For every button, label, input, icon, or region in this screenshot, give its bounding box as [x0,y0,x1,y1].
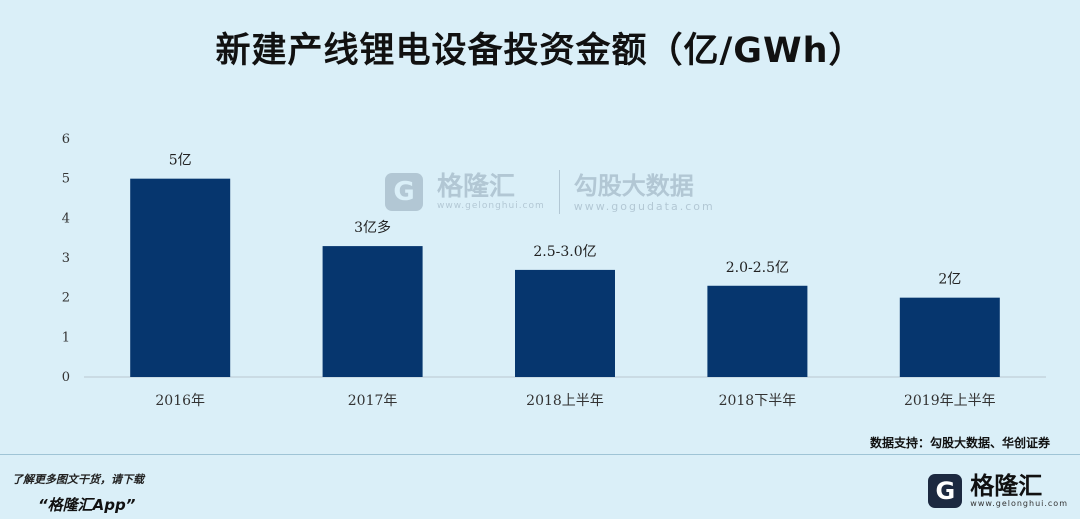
source-note: 数据支持：勾股大数据、华创证券 [869,436,1050,450]
footer-note-line1: 了解更多图文干货，请下载 [12,473,144,486]
footer-divider [0,454,1080,455]
watermark-brand2: 勾股大数据 [573,171,694,200]
footer-note-line2: “格隆汇App” [38,496,136,514]
watermark-divider [558,170,560,214]
y-tick-label: 0 [62,370,70,385]
chart-title: 新建产线锂电设备投资金额（亿/GWh） [215,31,865,71]
gelonghui-g-icon: G [928,473,963,508]
x-tick-label: 2018下半年 [719,393,797,409]
bar [515,269,615,377]
y-tick-label: 3 [62,251,70,266]
y-tick-label: 6 [62,132,70,147]
bar [322,246,423,377]
x-tick-label: 2019年上半年 [904,393,996,409]
bar-chart: 0 1 2 3 4 5 6 5亿 2016年 3亿多 2017年 2.5-3.0亿 2018上半年 2.0… [62,132,1046,409]
data-label: 2.0-2.5亿 [726,260,789,276]
data-label: 2.5-3.0亿 [533,244,596,260]
data-label: 5亿 [169,153,192,169]
gelonghui-logo: G 格隆汇 www.gelonghui.com [928,473,1068,508]
logo-text: 格隆汇 [970,472,1043,500]
gelonghui-logo-icon: G [385,173,423,211]
y-tick-label: 4 [62,211,70,226]
bar [707,285,808,377]
logo-url: www.gelonghui.com [970,499,1068,508]
data-label: 3亿多 [354,219,391,236]
y-tick-label: 1 [62,330,70,345]
data-label: 2亿 [938,272,961,288]
y-tick-label: 2 [62,291,70,306]
x-tick-label: 2017年 [348,393,398,409]
watermark-brand: 格隆汇 [437,172,516,202]
x-tick-label: 2018上半年 [526,393,604,409]
watermark-brand-url: www.gelonghui.com [437,201,545,211]
x-tick-label: 2016年 [155,393,205,409]
bar [899,297,1000,377]
watermark-brand2-url: www.gogudata.com [573,199,715,213]
watermark: G 格隆汇 www.gelonghui.com 勾股大数据 www.goguda… [385,170,715,214]
y-tick-label: 5 [62,172,70,187]
bar [130,178,231,377]
